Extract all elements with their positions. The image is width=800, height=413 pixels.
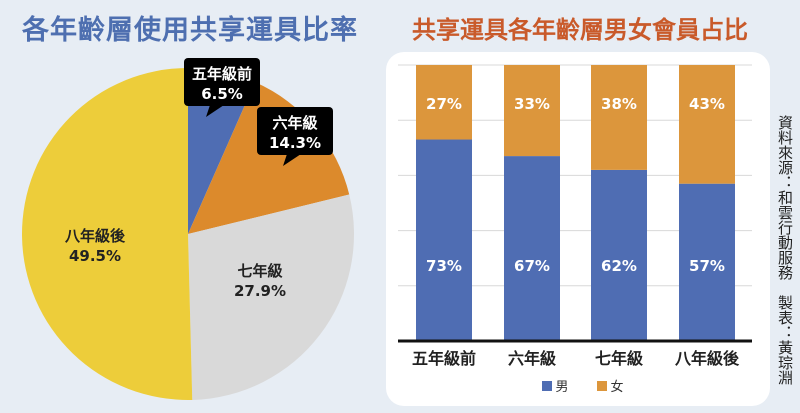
pie-label-0: 五年級前 (192, 65, 252, 83)
bar-chart-title: 共享運具各年齡層男女會員占比 (412, 16, 748, 44)
bar-label-male-2: 62% (601, 257, 637, 275)
pie-value-1: 14.3% (269, 134, 321, 152)
bar-label-male-0: 73% (426, 257, 462, 275)
bar-label-female-1: 33% (514, 95, 550, 113)
pie-chart-title: 各年齡層使用共享運具比率 (22, 15, 358, 46)
x-tick-label-2: 七年級 (595, 349, 643, 368)
bar-female-0 (416, 65, 472, 140)
bar-label-female-2: 38% (601, 95, 637, 113)
bar-label-female-3: 43% (689, 95, 725, 113)
pie-callout-box-1 (257, 107, 333, 155)
x-tick-label-3: 八年級後 (674, 349, 740, 368)
pie-callout-pointer-0 (206, 105, 224, 117)
bar-male-3 (679, 183, 735, 341)
bar-female-3 (679, 65, 735, 184)
pie-value-2: 27.9% (234, 282, 286, 300)
bar-female-1 (504, 65, 560, 157)
bar-male-1 (504, 156, 560, 341)
bar-female-2 (591, 65, 647, 170)
legend-label-0: 男 (555, 380, 568, 395)
pie-callout-box-0 (184, 58, 260, 106)
bar-label-male-1: 67% (514, 257, 550, 275)
legend-swatch-0 (542, 381, 552, 391)
legend-label-1: 女 (610, 379, 623, 395)
source-note: 資料來源：和雲行動服務 製表：黃琮淵 (776, 115, 794, 385)
pie-value-3: 49.5% (69, 247, 121, 265)
x-tick-label-1: 六年級 (508, 349, 556, 368)
pie-slice-3 (21, 68, 193, 400)
pie-label-3: 八年級後 (64, 227, 126, 245)
pie-slice-0 (188, 68, 256, 234)
bar-male-2 (591, 169, 647, 341)
bar-label-female-0: 27% (426, 95, 462, 113)
bar-male-0 (416, 139, 472, 341)
x-tick-label-0: 五年級前 (412, 349, 476, 368)
pie-label-1: 六年級 (272, 114, 317, 132)
pie-value-0: 6.5% (201, 85, 243, 103)
pie-callout-pointer-1 (283, 154, 301, 166)
pie-slice-1 (188, 82, 350, 234)
pie-slice-2 (188, 194, 354, 400)
legend-swatch-1 (597, 381, 607, 391)
pie-label-2: 七年級 (237, 262, 282, 280)
bar-label-male-3: 57% (689, 257, 725, 275)
